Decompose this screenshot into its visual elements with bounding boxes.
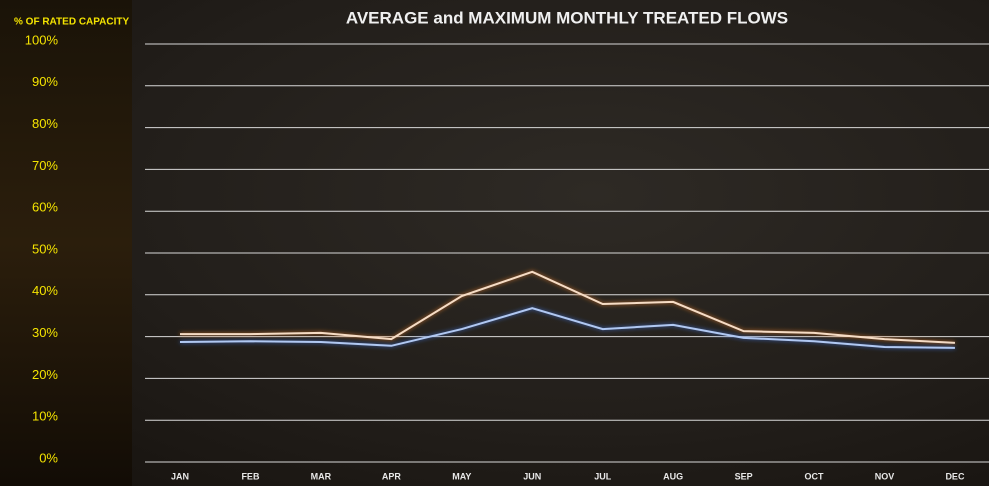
x-tick-label: MAR (311, 471, 332, 481)
x-tick-label: APR (382, 471, 402, 481)
x-tick-label: JAN (171, 471, 189, 481)
x-tick-label: SEP (735, 471, 753, 481)
y-tick-label: 20% (32, 367, 58, 382)
y-tick-label: 10% (32, 409, 58, 424)
x-tick-label: JUN (523, 471, 541, 481)
y-tick-label: 80% (32, 116, 58, 131)
x-tick-label: DEC (945, 471, 965, 481)
series-line (179, 307, 955, 349)
y-tick-label: 100% (25, 32, 59, 47)
series-line (180, 270, 956, 344)
x-tick-label: OCT (805, 471, 825, 481)
y-tick-label: 30% (32, 325, 58, 340)
y-tick-label: 90% (32, 74, 58, 89)
y-axis-label: % OF RATED CAPACITY (14, 17, 130, 28)
y-tick-label: 50% (32, 241, 58, 256)
y-tick-label: 40% (32, 283, 58, 298)
x-tick-label: MAY (452, 471, 471, 481)
x-tick-label: FEB (241, 471, 260, 481)
chart-title: AVERAGE and MAXIMUM MONTHLY TREATED FLOW… (346, 8, 788, 27)
y-tick-label: 60% (32, 200, 58, 215)
left-panel (0, 0, 132, 486)
x-tick-label: JUL (594, 471, 612, 481)
grid: 0% 10% 20% 30% 40% 50% 60% 70% 80% 90% 100% JAN FEB M… (25, 32, 989, 481)
x-tick-label: NOV (875, 471, 895, 481)
y-tick-label: 70% (32, 158, 58, 173)
lines (179, 270, 956, 349)
y-tick-label: 0% (39, 450, 58, 465)
x-tick-label: AUG (663, 471, 683, 481)
